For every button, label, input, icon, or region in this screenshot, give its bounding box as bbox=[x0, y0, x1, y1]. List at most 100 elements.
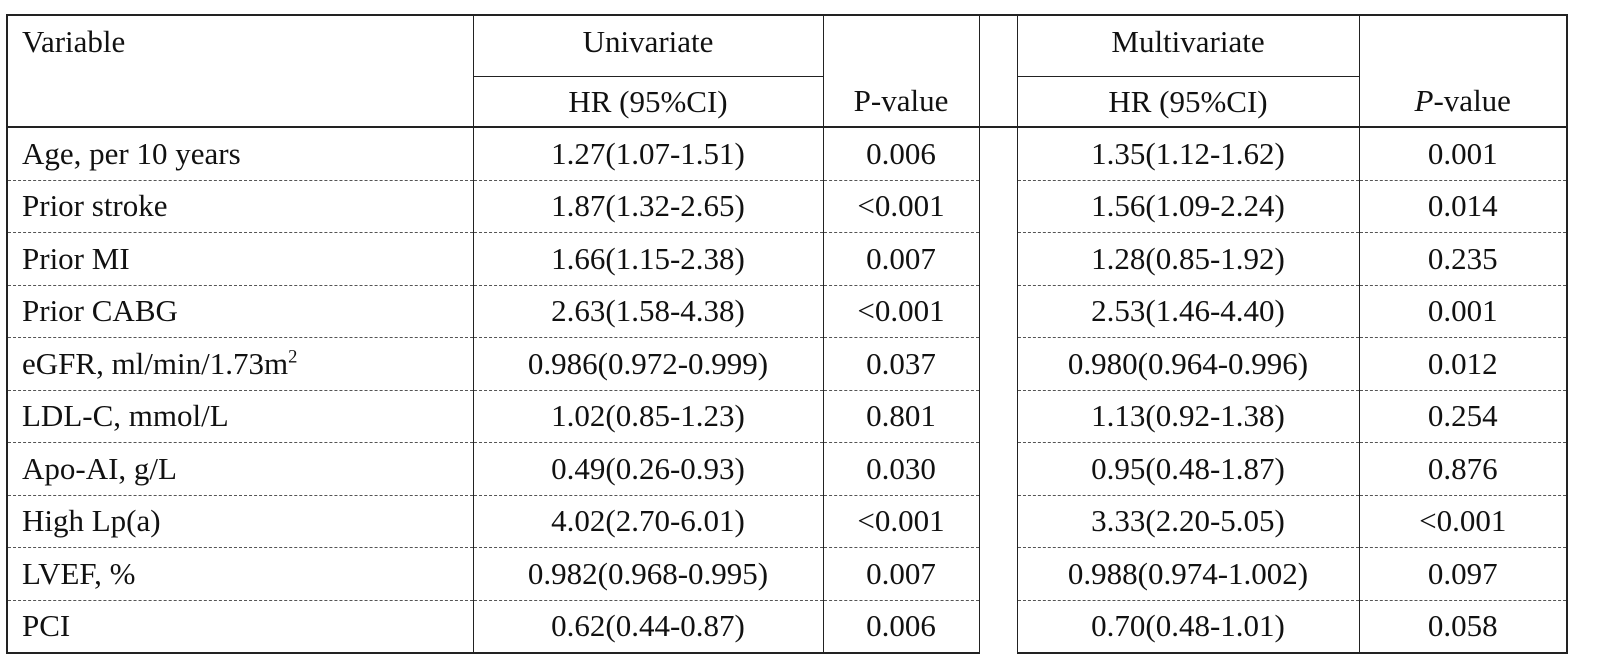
cell-variable-text: eGFR, ml/min/1.73m bbox=[22, 345, 289, 381]
cell-variable-text: Prior stroke bbox=[22, 188, 168, 224]
cell-multivariate-p-text: 0.058 bbox=[1427, 608, 1498, 644]
header-multivariate-p: P-value bbox=[1358, 76, 1568, 128]
cell-univariate-p: <0.001 bbox=[822, 495, 979, 548]
cell-univariate-p-text: <0.001 bbox=[857, 188, 945, 224]
cell-variable: Prior MI bbox=[6, 232, 473, 286]
cell-multivariate-p: <0.001 bbox=[1358, 495, 1568, 548]
cell-gap bbox=[978, 232, 1017, 285]
cell-univariate-hr: 4.02(2.70-6.01) bbox=[472, 495, 823, 548]
cell-variable: LVEF, % bbox=[6, 547, 473, 601]
header-variable: Variable bbox=[6, 14, 473, 128]
unit-superscript: 2 bbox=[288, 346, 298, 368]
cell-multivariate-hr: 2.53(1.46-4.40) bbox=[1016, 285, 1359, 338]
cell-multivariate-hr: 1.28(0.85-1.92) bbox=[1016, 232, 1359, 286]
cell-univariate-hr-text: 0.62(0.44-0.87) bbox=[551, 608, 745, 644]
cell-multivariate-p: 0.012 bbox=[1358, 337, 1568, 391]
cell-variable: Prior stroke bbox=[6, 180, 473, 233]
cell-variable: PCI bbox=[6, 600, 473, 654]
cell-multivariate-p-text: 0.254 bbox=[1427, 398, 1498, 434]
table-container: Variable Univariate Multivariate HR (95%… bbox=[6, 14, 1568, 654]
cell-multivariate-hr: 1.13(0.92-1.38) bbox=[1016, 390, 1359, 443]
header-univariate-blank bbox=[822, 14, 979, 77]
cell-univariate-p: <0.001 bbox=[822, 180, 979, 233]
table-row: Age, per 10 years 1.27(1.07-1.51) 0.006 1.3… bbox=[6, 127, 1568, 181]
cell-univariate-hr: 0.986(0.972-0.999) bbox=[472, 337, 823, 391]
cell-univariate-p-text: 0.007 bbox=[866, 240, 936, 276]
p-suffix: -value bbox=[1433, 83, 1511, 119]
cell-univariate-hr-text: 1.27(1.07-1.51) bbox=[551, 135, 745, 171]
cell-univariate-hr-text: 0.982(0.968-0.995) bbox=[527, 555, 769, 591]
cell-univariate-p: 0.030 bbox=[822, 442, 979, 496]
cell-univariate-hr-text: 1.66(1.15-2.38) bbox=[551, 240, 745, 276]
cell-variable-text: Prior CABG bbox=[22, 293, 178, 329]
cell-variable: Age, per 10 years bbox=[6, 127, 473, 181]
cell-univariate-p: 0.007 bbox=[822, 547, 979, 601]
cell-univariate-hr: 1.66(1.15-2.38) bbox=[472, 232, 823, 286]
cell-multivariate-hr: 3.33(2.20-5.05) bbox=[1016, 495, 1359, 548]
cell-univariate-hr: 1.02(0.85-1.23) bbox=[472, 390, 823, 443]
cell-univariate-p: 0.006 bbox=[822, 127, 979, 181]
cell-univariate-p: 0.006 bbox=[822, 600, 979, 654]
table-row: High Lp(a) 4.02(2.70-6.01) <0.001 3.33(2.20… bbox=[6, 495, 1568, 548]
p-italic: P bbox=[1414, 83, 1434, 119]
cell-multivariate-p-text: 0.001 bbox=[1427, 135, 1498, 171]
cell-variable-text: LDL-C, mmol/L bbox=[22, 398, 229, 434]
header-univariate-p: P-value bbox=[822, 76, 979, 128]
cell-multivariate-hr-text: 0.95(0.48-1.87) bbox=[1091, 450, 1285, 486]
cell-multivariate-hr-text: 1.35(1.12-1.62) bbox=[1091, 135, 1285, 171]
cell-univariate-p-text: <0.001 bbox=[857, 293, 945, 329]
cell-multivariate-hr-text: 0.980(0.964-0.996) bbox=[1067, 345, 1309, 381]
cell-multivariate-p: 0.254 bbox=[1358, 390, 1568, 443]
cell-univariate-p-text: 0.006 bbox=[866, 608, 936, 644]
cell-variable: High Lp(a) bbox=[6, 495, 473, 548]
cell-multivariate-hr: 0.70(0.48-1.01) bbox=[1016, 600, 1359, 654]
cell-multivariate-hr-text: 1.56(1.09-2.24) bbox=[1091, 188, 1285, 224]
cell-univariate-hr: 2.63(1.58-4.38) bbox=[472, 285, 823, 338]
regression-table: Variable Univariate Multivariate HR (95%… bbox=[6, 14, 1568, 654]
cell-univariate-p: 0.037 bbox=[822, 337, 979, 391]
cell-multivariate-hr: 0.988(0.974-1.002) bbox=[1016, 547, 1359, 601]
cell-univariate-hr-text: 1.02(0.85-1.23) bbox=[551, 398, 745, 434]
cell-multivariate-hr-text: 1.28(0.85-1.92) bbox=[1091, 240, 1285, 276]
header-gap bbox=[978, 14, 1017, 128]
cell-multivariate-hr: 0.95(0.48-1.87) bbox=[1016, 442, 1359, 496]
cell-variable-text: LVEF, % bbox=[22, 555, 136, 591]
cell-univariate-p-text: 0.006 bbox=[866, 135, 936, 171]
cell-variable-text: Age, per 10 years bbox=[22, 135, 241, 171]
cell-variable: LDL-C, mmol/L bbox=[6, 390, 473, 443]
cell-gap bbox=[978, 600, 1017, 653]
cell-multivariate-p: 0.876 bbox=[1358, 442, 1568, 496]
header-multivariate: Multivariate bbox=[1016, 14, 1359, 77]
cell-univariate-hr-text: 2.63(1.58-4.38) bbox=[551, 293, 745, 329]
header-row-1: Variable Univariate Multivariate bbox=[6, 14, 1568, 128]
cell-gap bbox=[978, 180, 1017, 233]
cell-univariate-hr-text: 0.49(0.26-0.93) bbox=[551, 450, 745, 486]
cell-gap bbox=[978, 127, 1017, 180]
header-univariate-hr: HR (95%CI) bbox=[472, 76, 823, 128]
cell-univariate-p-text: 0.030 bbox=[866, 450, 936, 486]
cell-gap bbox=[978, 337, 1017, 390]
cell-multivariate-p: 0.001 bbox=[1358, 285, 1568, 338]
cell-gap bbox=[978, 442, 1017, 495]
header-row-2: HR (95%CI) P-value HR (95%CI) P-value bbox=[7, 76, 1568, 128]
cell-multivariate-hr-text: 0.988(0.974-1.002) bbox=[1067, 555, 1309, 591]
cell-multivariate-p-text: 0.235 bbox=[1427, 240, 1498, 276]
cell-multivariate-hr: 0.980(0.964-0.996) bbox=[1016, 337, 1359, 391]
cell-variable: eGFR, ml/min/1.73m2 bbox=[6, 337, 473, 391]
cell-univariate-hr-text: 0.986(0.972-0.999) bbox=[527, 345, 769, 381]
cell-univariate-p-text: 0.801 bbox=[866, 398, 936, 434]
table-row: Prior MI 1.66(1.15-2.38) 0.007 1.28(0.85-1.… bbox=[6, 232, 1568, 286]
cell-multivariate-p-text: 0.012 bbox=[1427, 345, 1498, 381]
cell-variable: Prior CABG bbox=[6, 285, 473, 338]
table-row: Apo-AI, g/L 0.49(0.26-0.93) 0.030 0.95(0.48… bbox=[6, 442, 1568, 496]
cell-univariate-p-text: <0.001 bbox=[857, 503, 945, 539]
cell-multivariate-p: 0.001 bbox=[1358, 127, 1568, 181]
table-row: LVEF, % 0.982(0.968-0.995) 0.007 0.988(0.97… bbox=[6, 547, 1568, 601]
cell-univariate-hr: 1.87(1.32-2.65) bbox=[472, 180, 823, 233]
cell-gap bbox=[978, 495, 1017, 548]
cell-variable-text: Apo-AI, g/L bbox=[22, 450, 177, 486]
cell-variable-text: Prior MI bbox=[22, 240, 130, 276]
cell-variable-text: PCI bbox=[22, 608, 71, 644]
table-row: PCI 0.62(0.44-0.87) 0.006 0.70(0.48-1.01) 0.… bbox=[6, 600, 1568, 654]
cell-variable: Apo-AI, g/L bbox=[6, 442, 473, 496]
